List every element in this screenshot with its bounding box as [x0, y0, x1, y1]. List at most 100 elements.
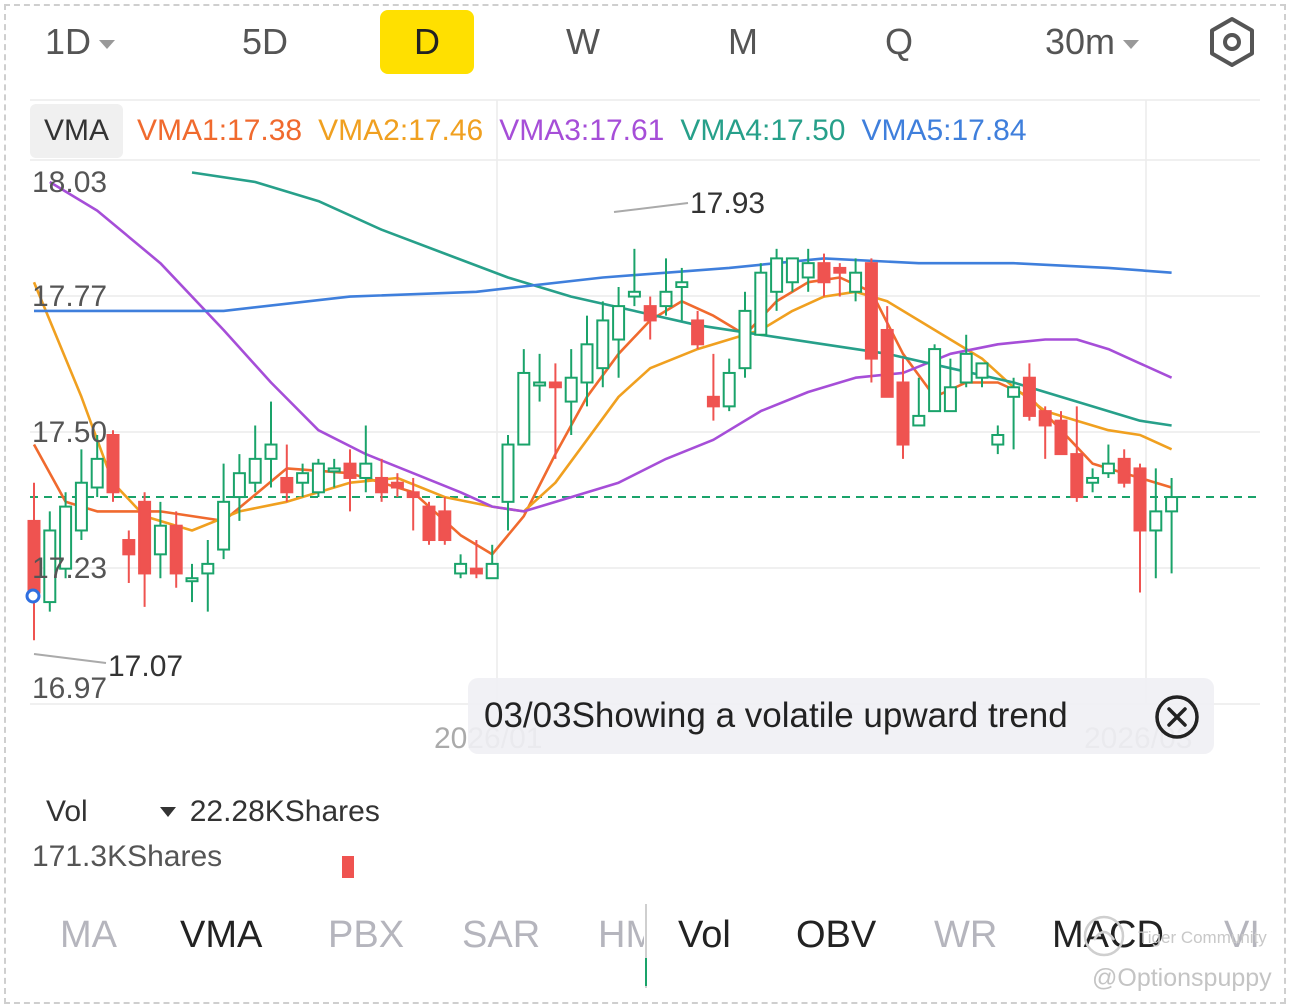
- candle[interactable]: [248, 425, 262, 493]
- candle[interactable]: [659, 258, 673, 316]
- indicator-tab-pbx[interactable]: PBX: [328, 913, 405, 956]
- candle[interactable]: [122, 530, 136, 583]
- candle[interactable]: [138, 492, 152, 607]
- candle[interactable]: [1054, 411, 1068, 456]
- candle[interactable]: [991, 425, 1005, 455]
- candle[interactable]: [59, 492, 73, 579]
- candle[interactable]: [1101, 444, 1115, 478]
- candle[interactable]: [1133, 463, 1147, 593]
- candle[interactable]: [406, 477, 420, 531]
- candle[interactable]: [896, 358, 910, 459]
- candle[interactable]: [1022, 363, 1036, 421]
- candle[interactable]: [706, 353, 720, 421]
- period-tab-30m[interactable]: 30m: [1022, 10, 1162, 74]
- candle-body: [817, 262, 831, 284]
- candle[interactable]: [501, 435, 515, 531]
- period-tab-m[interactable]: M: [706, 10, 780, 74]
- candle[interactable]: [1038, 406, 1052, 459]
- candle[interactable]: [738, 291, 752, 378]
- candle[interactable]: [232, 454, 246, 521]
- watermark-brand: Tiger Community: [1138, 928, 1267, 947]
- candle[interactable]: [185, 563, 199, 603]
- candle[interactable]: [928, 344, 942, 413]
- indicator-tab-wr[interactable]: WR: [934, 913, 998, 956]
- indicator-tab-ma[interactable]: MA: [60, 913, 117, 956]
- candle[interactable]: [169, 511, 183, 588]
- candle[interactable]: [43, 511, 57, 612]
- indicator-tab-vol[interactable]: Vol: [678, 913, 731, 956]
- candle[interactable]: [153, 501, 167, 579]
- indicator-tab-sar[interactable]: SAR: [462, 913, 541, 956]
- candle[interactable]: [296, 463, 310, 498]
- candle[interactable]: [90, 435, 104, 498]
- candle-body: [201, 562, 215, 575]
- candle[interactable]: [311, 458, 325, 498]
- candle[interactable]: [785, 257, 799, 292]
- candle[interactable]: [627, 248, 641, 307]
- candle-body: [1101, 462, 1115, 475]
- candle[interactable]: [106, 430, 120, 502]
- candle[interactable]: [1007, 377, 1021, 450]
- hexagon-gear-icon[interactable]: [1206, 16, 1258, 68]
- period-tab-q[interactable]: Q: [864, 10, 934, 74]
- candle[interactable]: [959, 334, 973, 388]
- candle[interactable]: [801, 248, 815, 292]
- candle[interactable]: [469, 540, 483, 579]
- period-tab-5d[interactable]: 5D: [222, 10, 308, 74]
- candle[interactable]: [548, 363, 562, 459]
- candle[interactable]: [580, 315, 594, 407]
- candle[interactable]: [675, 267, 689, 321]
- candle[interactable]: [817, 253, 831, 297]
- candle[interactable]: [327, 458, 341, 488]
- candle[interactable]: [201, 540, 215, 612]
- candle[interactable]: [691, 310, 705, 350]
- candle[interactable]: [722, 358, 736, 412]
- candle[interactable]: [343, 449, 357, 512]
- period-tab-w[interactable]: W: [548, 10, 618, 74]
- candle[interactable]: [912, 377, 926, 427]
- period-tab-d[interactable]: D: [380, 10, 474, 74]
- candle[interactable]: [564, 349, 578, 435]
- candle[interactable]: [74, 449, 88, 541]
- candle[interactable]: [438, 497, 452, 545]
- candle[interactable]: [375, 458, 389, 502]
- candle[interactable]: [754, 263, 768, 336]
- candle[interactable]: [975, 362, 989, 388]
- candle[interactable]: [643, 296, 657, 340]
- candle[interactable]: [422, 501, 436, 545]
- indicator-tab-vi[interactable]: VI: [1224, 913, 1260, 956]
- candle[interactable]: [533, 353, 547, 402]
- indicator-tab-obv[interactable]: OBV: [796, 913, 877, 956]
- caret-down-icon[interactable]: [159, 807, 176, 817]
- candle[interactable]: [943, 358, 957, 413]
- indicator-tab-vma[interactable]: VMA: [180, 913, 263, 956]
- candle[interactable]: [880, 306, 894, 398]
- candle[interactable]: [280, 444, 294, 502]
- candle[interactable]: [849, 258, 863, 302]
- indicator-tab-hm[interactable]: HM: [598, 913, 644, 956]
- candle[interactable]: [1149, 468, 1163, 579]
- candle[interactable]: [454, 554, 468, 579]
- candle[interactable]: [1165, 477, 1179, 574]
- indicator-badge[interactable]: VMA: [30, 104, 124, 158]
- period-tab-1d[interactable]: 1D: [30, 10, 130, 74]
- candle[interactable]: [264, 401, 278, 488]
- candle[interactable]: [217, 463, 231, 560]
- candle[interactable]: [1117, 449, 1131, 488]
- candle[interactable]: [485, 544, 499, 580]
- candle-body: [596, 319, 610, 370]
- candle[interactable]: [596, 301, 610, 388]
- close-circle-icon[interactable]: [1154, 694, 1200, 740]
- candle-body: [564, 376, 578, 403]
- candle[interactable]: [359, 425, 373, 493]
- candle[interactable]: [864, 258, 878, 383]
- candle[interactable]: [390, 473, 404, 498]
- candle[interactable]: [770, 248, 784, 311]
- candle[interactable]: [1070, 406, 1084, 502]
- candle[interactable]: [612, 287, 626, 378]
- crosshair-marker[interactable]: [25, 588, 41, 604]
- candle[interactable]: [833, 263, 847, 297]
- candle[interactable]: [517, 349, 531, 446]
- candle[interactable]: [1086, 468, 1100, 493]
